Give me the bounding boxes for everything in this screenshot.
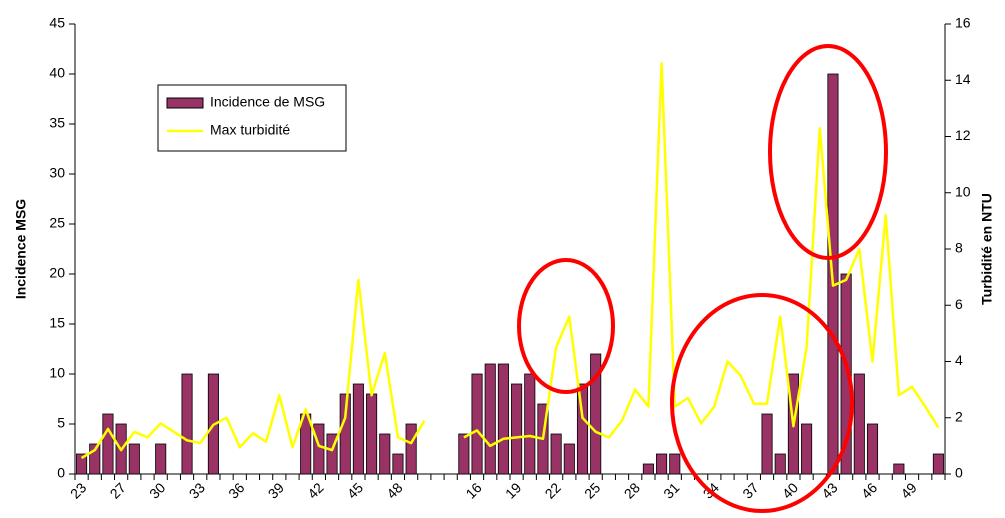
bar [339,393,351,475]
x-tick-label: 28 [621,479,643,501]
x-tick-label: 19 [502,479,524,501]
bar [366,393,378,475]
y-tick-label: 45 [49,15,65,31]
x-tick-label: 22 [542,479,564,501]
bar [326,433,338,475]
bar [669,453,681,475]
x-tick-label: 37 [739,479,761,501]
bar [181,373,193,475]
bar [550,433,562,475]
x-tick-label: 46 [858,479,880,501]
x-tick-label: 42 [304,479,326,501]
x-tick-label: 30 [146,479,168,501]
y2-tick-label: 8 [955,240,963,256]
y2-tick-label: 0 [955,465,963,481]
y-tick-label: 10 [49,365,65,381]
y2-tick-label: 2 [955,408,963,424]
y-tick-label: 40 [49,65,65,81]
y2-tick-label: 4 [955,352,963,368]
highlight-ellipse [670,293,854,513]
x-tick-label: 27 [107,479,129,501]
y-tick-label: 25 [49,215,65,231]
legend-label: Max turbidité [210,122,290,138]
y-axis-title: Incidence MSG [13,199,29,299]
line [80,62,940,460]
bar [866,423,879,475]
y2-tick-label: 6 [955,296,963,312]
bar [313,423,325,475]
bar [102,413,114,475]
y2-tick-label: 10 [955,183,971,199]
y-tick-label: 20 [49,265,65,281]
bar [774,453,786,475]
bar [352,383,364,475]
highlight-ellipse [768,44,888,260]
bar [853,373,865,475]
legend: Incidence de MSG Max turbidité [157,84,347,152]
x-tick-label: 45 [344,479,366,501]
bar [656,453,668,475]
bar [471,373,483,475]
y2-tick-label: 16 [955,15,971,31]
bar [76,453,88,475]
x-tick-label: 40 [779,479,801,501]
x-tick-label: 48 [383,479,405,501]
bar [458,433,470,475]
bar [761,413,773,475]
legend-label: Incidence de MSG [210,94,325,110]
bar [563,443,575,475]
bar [497,363,509,475]
bar [840,273,852,475]
bar [511,383,523,475]
highlight-ellipse [517,258,615,394]
y-tick-label: 0 [57,465,65,481]
bar [801,423,813,475]
legend-box [157,84,347,152]
y2-axis-title: Turbidité en NTU [979,193,995,305]
x-tick-label: 49 [897,479,919,501]
bar [392,453,404,475]
bar [155,443,167,475]
x-tick-label: 31 [660,479,682,501]
legend-swatch [166,97,204,109]
x-tick-label: 23 [67,479,89,501]
x-tick-label: 25 [581,479,603,501]
x-tick-label: 36 [225,479,247,501]
bar [128,443,140,475]
annotations [517,44,888,513]
bar [642,463,654,475]
x-tick-label: 39 [265,479,287,501]
bar [932,453,944,475]
y-tick-label: 30 [49,165,65,181]
y-tick-label: 35 [49,115,65,131]
bar [576,383,589,475]
x-tick-label: 33 [186,479,208,501]
x-tick-label: 16 [462,479,484,501]
y2-tick-label: 12 [955,127,971,143]
bar [89,443,101,475]
bar [484,363,496,475]
y2-tick-label: 14 [955,71,971,87]
bar [524,373,536,475]
y-tick-label: 15 [49,315,65,331]
bar [590,353,602,475]
bar [300,413,312,475]
bar [379,433,391,475]
y-tick-label: 5 [57,415,65,431]
bar [405,423,417,475]
bar [893,463,905,475]
